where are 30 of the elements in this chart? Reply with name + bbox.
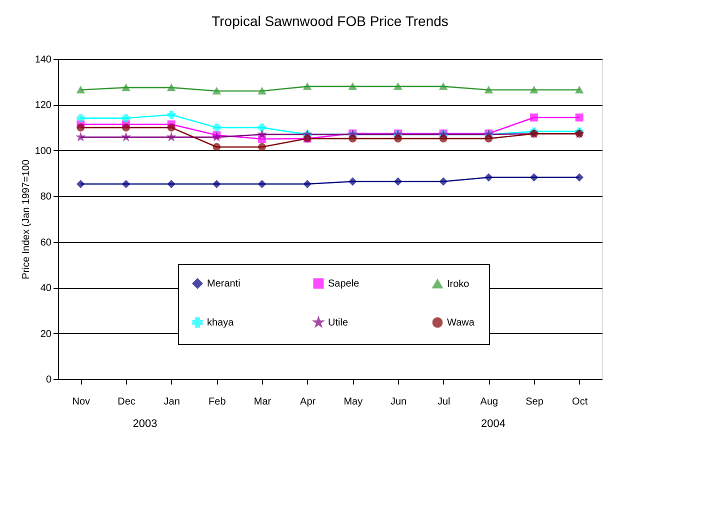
legend-label: Wawa (447, 318, 475, 328)
y-tick-label: 80 (40, 192, 52, 203)
text: 2004 (480, 418, 506, 430)
x-tick-label: Sep (526, 396, 544, 408)
chart-title: Tropical Sawnwood FOB Price Trends (212, 13, 448, 29)
x-tick-label: Oct (572, 396, 588, 408)
x-tick-label: Nov (72, 396, 90, 408)
x-tick-label: Dec (118, 396, 136, 408)
y-tick-label: 100 (34, 146, 52, 157)
x-tick-label: Jul (437, 396, 450, 408)
x-tick-label: Jun (390, 396, 407, 408)
x-tick-label: Aug (480, 396, 498, 408)
x-tick-label: Feb (208, 396, 226, 408)
y-tick-label: 0 (46, 374, 52, 386)
x-tick-label: Jan (164, 396, 180, 408)
y-tick-label: 60 (40, 237, 52, 248)
text: 2003 (132, 418, 158, 430)
legend-label: Iroko (447, 278, 470, 290)
y-tick-label: 140 (34, 54, 52, 66)
x-tick-label: May (344, 396, 363, 408)
legend-label: Sapele (328, 278, 360, 290)
x-tick-label: Mar (254, 396, 272, 408)
y-tick-label: 20 (40, 328, 52, 340)
y-tick-label: 120 (34, 100, 52, 112)
x-tick-label: Apr (300, 396, 316, 408)
legend-label: Meranti (207, 278, 240, 290)
legend-label: Utile (328, 318, 348, 328)
y-axis-title: Price Index (Jan 1997=100 (20, 159, 32, 280)
y-tick-label: 40 (40, 283, 52, 294)
legend-label: khaya (207, 318, 234, 328)
